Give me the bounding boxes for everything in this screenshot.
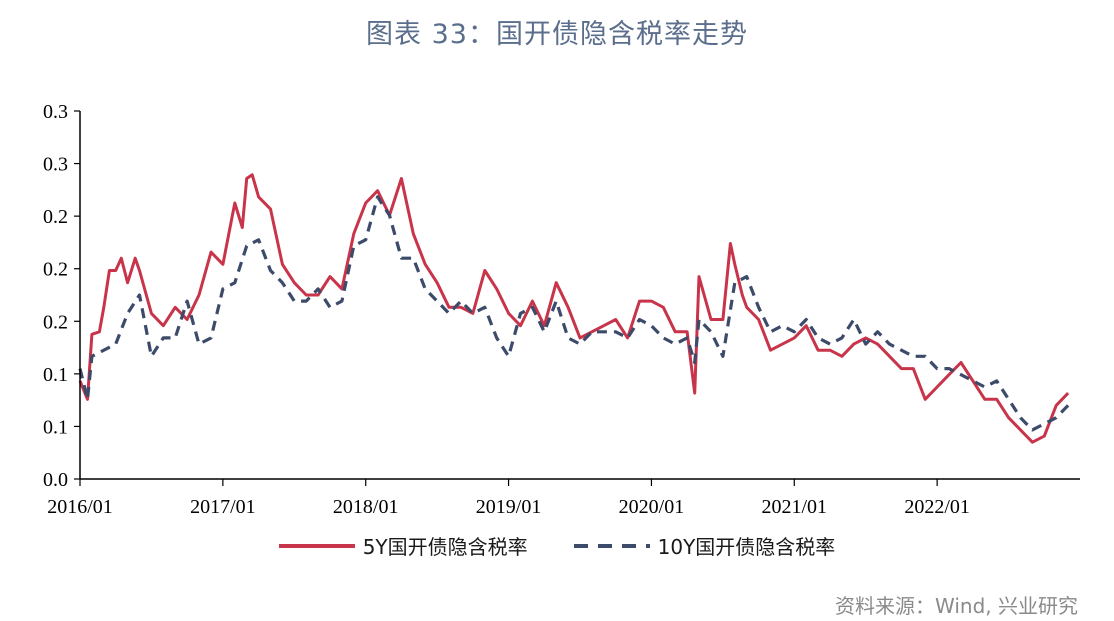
- x-tick-label: 2017/01: [190, 496, 256, 518]
- series-layer: [78, 173, 1070, 444]
- legend-label-5y: 5Y国开债隐含税率: [362, 535, 528, 559]
- x-tick-label: 2016/01: [47, 496, 113, 518]
- x-tick-label: 2022/01: [904, 496, 970, 518]
- series-line-5y: [78, 173, 1070, 444]
- legend-swatch-10y: [573, 543, 650, 548]
- legend: 5Y国开债隐含税率 10Y国开债隐含税率: [0, 531, 1114, 560]
- x-tick-label: 2019/01: [476, 496, 542, 518]
- y-tick-label: 0.1: [43, 416, 68, 438]
- x-tick-label: 2020/01: [619, 496, 685, 518]
- y-ticks: 0.0 0.1 0.1 0.2 0.2 0.2 0.3 0.3: [43, 101, 80, 491]
- chart-title: 图表 33：国开债隐含税率走势: [366, 19, 748, 50]
- legend-item-10y: 10Y国开债隐含税率: [573, 531, 836, 560]
- series-line-10y: [78, 195, 1070, 432]
- x-tick-label: 2018/01: [333, 496, 399, 518]
- y-tick-label: 0.0: [43, 469, 68, 491]
- y-tick-label: 0.3: [43, 101, 68, 123]
- legend-swatch-5y: [278, 543, 355, 548]
- legend-label-10y: 10Y国开债隐含税率: [657, 535, 836, 559]
- y-tick-label: 0.2: [43, 259, 68, 281]
- y-tick-label: 0.3: [43, 154, 68, 176]
- y-tick-label: 0.1: [43, 364, 68, 386]
- y-tick-label: 0.2: [43, 206, 68, 228]
- x-tick-label: 2021/01: [762, 496, 828, 518]
- x-ticks: 2016/01 2017/01 2018/01 2019/01 2020/01 2021/…: [47, 479, 970, 518]
- legend-item-5y: 5Y国开债隐含税率: [278, 531, 528, 560]
- y-tick-label: 0.2: [43, 311, 68, 333]
- source-note: 资料来源：Wind, 兴业研究: [835, 594, 1078, 618]
